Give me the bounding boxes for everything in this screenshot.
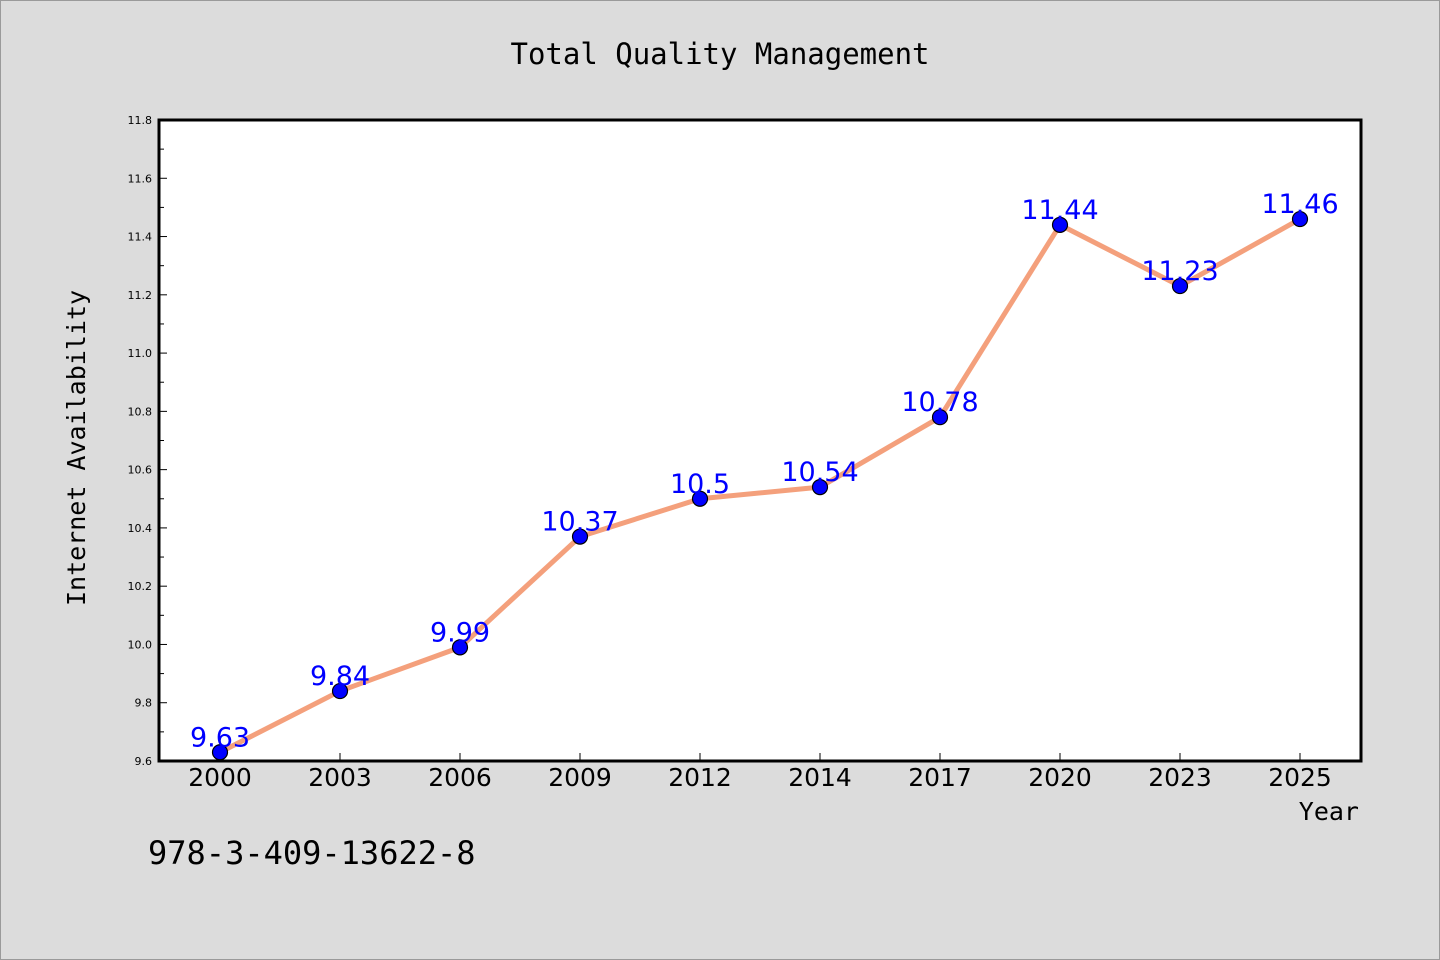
x-tick-label: 2023 (1148, 763, 1212, 792)
chart-title: Total Quality Management (510, 37, 929, 71)
x-tick-label: 2003 (308, 763, 372, 792)
data-label: 10.5 (670, 469, 730, 500)
data-point (331, 682, 349, 700)
data-label: 10.78 (901, 387, 978, 418)
data-point (1291, 210, 1309, 228)
x-axis: 2000 2003 2006 2009 2012 2014 2017 2020 2023 2025 (188, 753, 1332, 792)
y-tick-label: 10.8 (128, 405, 153, 418)
x-axis-label: Year (1299, 797, 1359, 826)
series-line (217, 216, 1303, 755)
y-tick-label: 10.6 (128, 464, 153, 477)
data-labels: 9.63 9.84 9.99 10.37 10.5 10.54 10.78 11.44 11.2… (190, 189, 1339, 753)
data-point (691, 490, 709, 507)
x-tick-label: 2000 (188, 763, 252, 792)
y-axis-label: Internet Availability (62, 290, 91, 606)
y-tick-label: 9.6 (135, 755, 153, 768)
y-tick-label: 10.0 (128, 638, 153, 651)
y-axis: 9.6 9.8 10.0 10.2 10.4 10.6 10.8 11.0 11.2 11.4 11… (128, 114, 167, 768)
data-point (211, 744, 229, 761)
y-tick-label: 11.6 (128, 172, 153, 185)
data-label: 10.37 (541, 507, 618, 538)
data-point (571, 528, 589, 545)
y-tick-label: 11.2 (128, 289, 153, 302)
y-tick-label: 10.2 (128, 580, 153, 593)
footer-code: 978-3-409-13622-8 (148, 834, 476, 872)
plot-area (157, 118, 1363, 763)
x-tick-label: 2009 (548, 763, 612, 792)
data-label: 10.54 (781, 457, 858, 488)
data-point (451, 639, 469, 656)
data-label: 11.46 (1261, 189, 1338, 220)
data-point (811, 479, 829, 496)
data-label: 9.99 (430, 617, 490, 648)
y-tick-label: 9.8 (135, 697, 153, 710)
x-tick-label: 2006 (428, 763, 492, 792)
y-tick-label: 11.8 (128, 114, 153, 127)
data-label: 11.23 (1141, 256, 1218, 287)
x-tick-label: 2020 (1028, 763, 1092, 792)
data-label: 9.63 (190, 722, 250, 753)
x-tick-label: 2014 (788, 763, 852, 792)
data-point (931, 409, 949, 426)
x-tick-label: 2025 (1268, 763, 1332, 792)
data-point (1171, 277, 1189, 295)
x-tick-label: 2017 (908, 763, 972, 792)
y-tick-label: 11.4 (128, 231, 153, 244)
y-tick-label: 11.0 (128, 347, 153, 360)
data-point (1051, 216, 1069, 233)
data-label: 9.84 (310, 661, 370, 692)
y-tick-label: 10.4 (128, 522, 153, 535)
x-tick-label: 2012 (668, 763, 732, 792)
series-group (211, 210, 1309, 761)
data-label: 11.44 (1021, 195, 1098, 226)
